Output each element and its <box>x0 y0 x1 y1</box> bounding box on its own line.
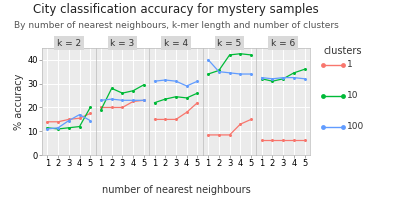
Title: k = 6: k = 6 <box>271 39 295 48</box>
Text: 10: 10 <box>347 91 358 100</box>
Text: 100: 100 <box>347 122 364 131</box>
Text: clusters: clusters <box>324 46 362 56</box>
Title: k = 4: k = 4 <box>164 39 188 48</box>
Text: number of nearest neighbours: number of nearest neighbours <box>102 185 250 195</box>
Text: 1: 1 <box>347 60 352 69</box>
Text: By number of nearest neighbours, k-mer length and number of clusters: By number of nearest neighbours, k-mer l… <box>14 21 338 30</box>
Title: k = 5: k = 5 <box>218 39 242 48</box>
Title: k = 3: k = 3 <box>110 39 134 48</box>
Y-axis label: % accuracy: % accuracy <box>14 73 24 130</box>
Text: City classification accuracy for mystery samples: City classification accuracy for mystery… <box>33 3 319 16</box>
Title: k = 2: k = 2 <box>57 39 81 48</box>
